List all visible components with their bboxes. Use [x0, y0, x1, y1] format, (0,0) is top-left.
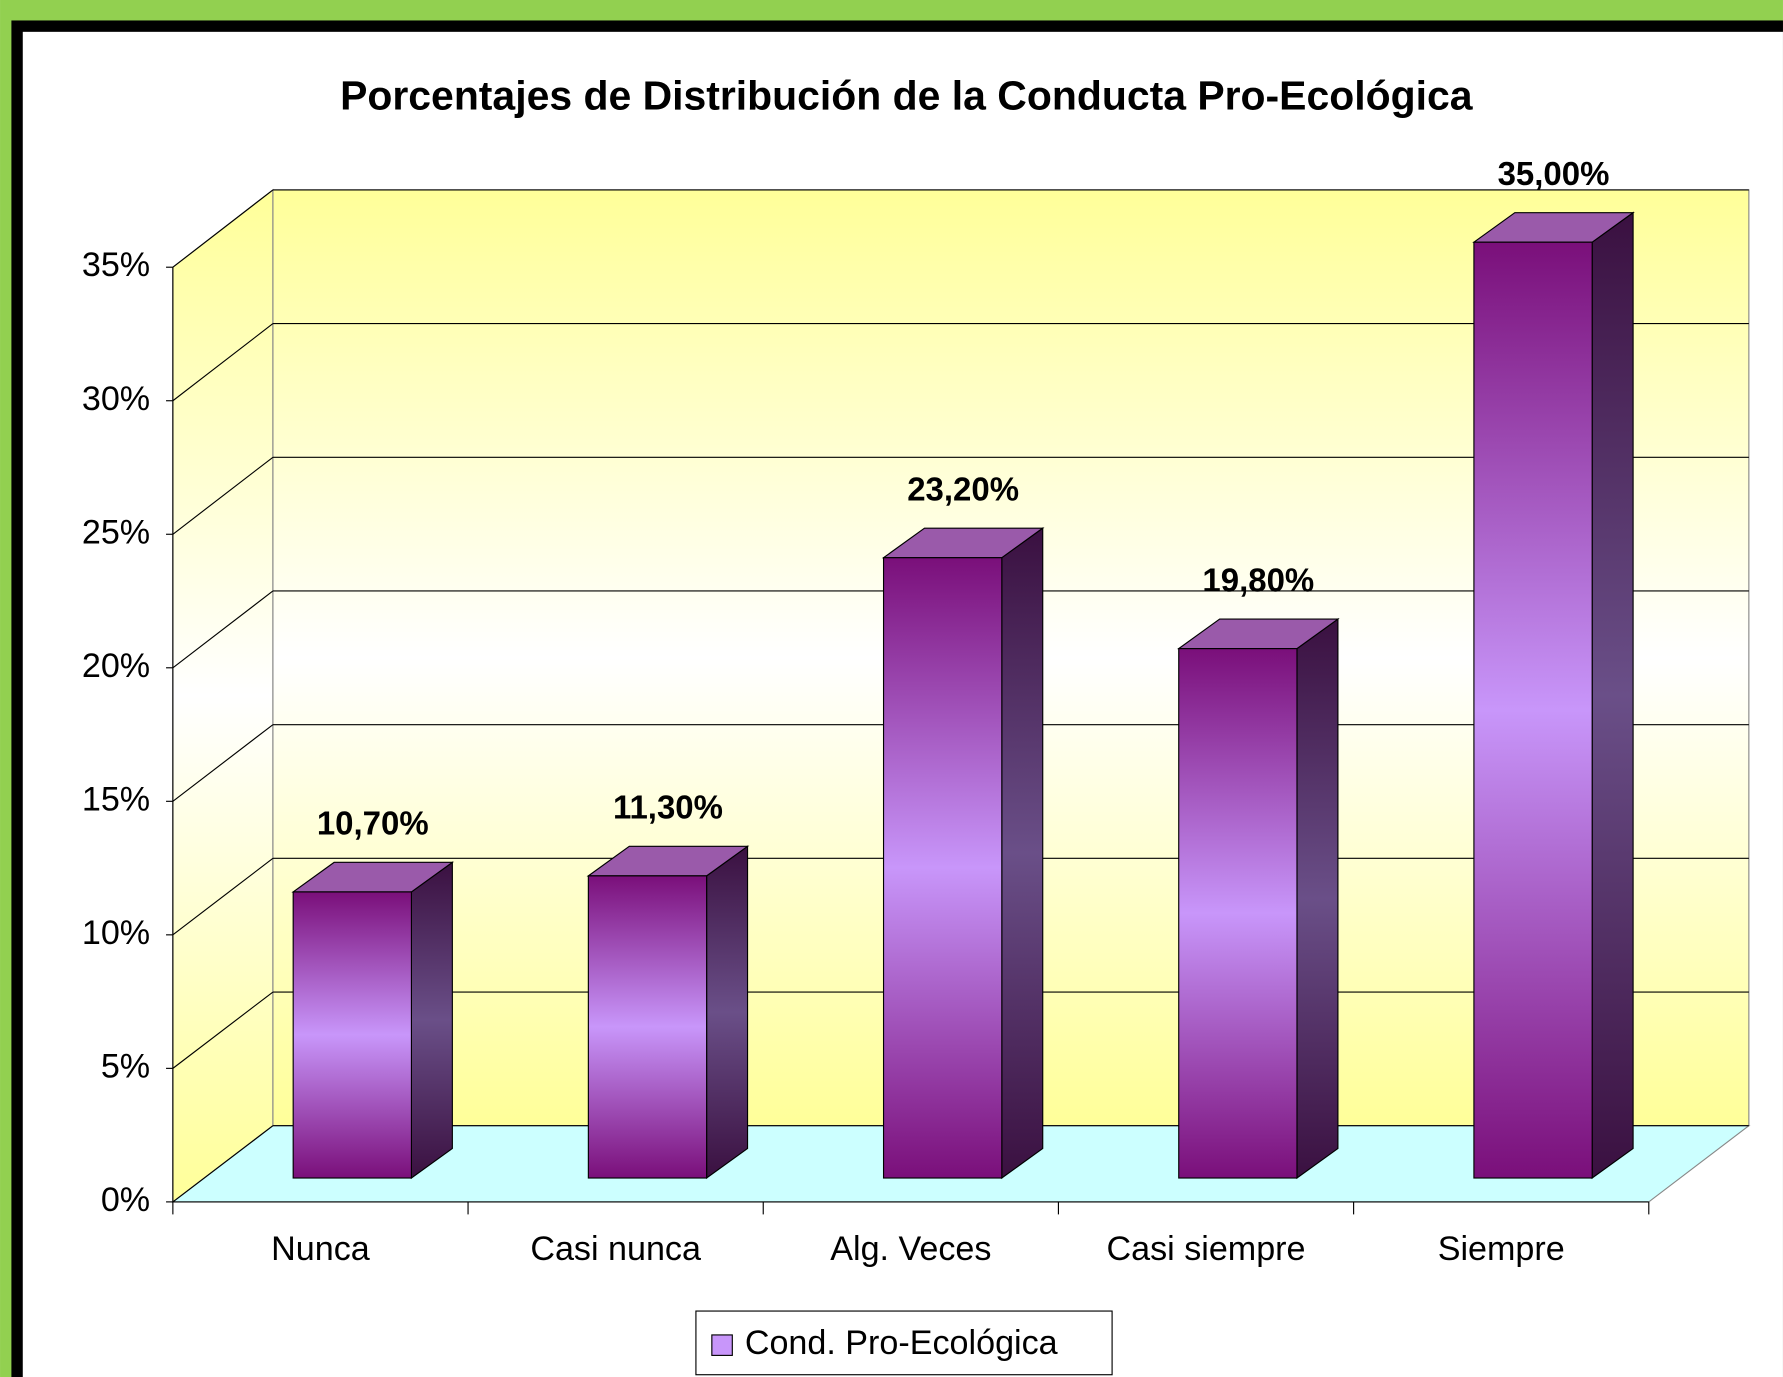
bar [1472, 211, 1635, 1180]
x-tick-label: Siempre [1438, 1230, 1565, 1268]
legend-swatch [711, 1334, 733, 1356]
grid-line [172, 1125, 274, 1203]
bar-side [1001, 527, 1044, 1180]
y-tick-label: 15% [82, 780, 150, 818]
x-tick-label: Alg. Veces [830, 1230, 991, 1268]
grid-line [172, 323, 274, 402]
data-label: 11,30% [613, 789, 723, 826]
bar-front [882, 557, 1003, 1179]
data-label: 10,70% [317, 805, 429, 842]
bar [291, 861, 455, 1180]
grid-line [172, 724, 274, 802]
grid-line [172, 857, 274, 936]
y-tick-label: 30% [82, 380, 150, 418]
bar-front [292, 891, 412, 1179]
chart-title: Porcentajes de Distribución de la Conduc… [340, 73, 1474, 119]
data-label: 35,00% [1498, 155, 1610, 192]
legend-label: Cond. Pro-Ecológica [745, 1324, 1058, 1362]
y-tick-label: 10% [82, 914, 150, 952]
grid-line [172, 991, 274, 1069]
bar [1176, 617, 1340, 1180]
bar [586, 845, 750, 1180]
y-tick-label: 5% [101, 1047, 150, 1085]
y-tick-label: 25% [82, 513, 150, 551]
grid-line [172, 189, 274, 268]
x-tick-label: Casi nunca [530, 1230, 701, 1268]
bar-side [706, 845, 749, 1180]
data-label: 23,20% [907, 470, 1019, 507]
bars [291, 211, 1635, 1180]
data-label: 19,80% [1202, 561, 1314, 598]
grid-line [172, 590, 274, 669]
x-tick-label: Casi siempre [1106, 1230, 1305, 1268]
bar-side [1296, 617, 1339, 1180]
y-tick-label: 35% [82, 246, 150, 284]
bar-side [410, 861, 453, 1180]
bar-front [1178, 648, 1298, 1179]
y-tick-label: 20% [82, 647, 150, 685]
x-tick-label: Nunca [271, 1230, 370, 1268]
legend [695, 1310, 1113, 1376]
grid-line [172, 456, 274, 535]
bar-front [587, 875, 708, 1179]
bar-side [1591, 211, 1634, 1180]
bar [881, 527, 1045, 1180]
y-tick-label: 0% [101, 1181, 150, 1219]
bar-front [1473, 241, 1593, 1179]
side-wall [172, 188, 274, 1204]
